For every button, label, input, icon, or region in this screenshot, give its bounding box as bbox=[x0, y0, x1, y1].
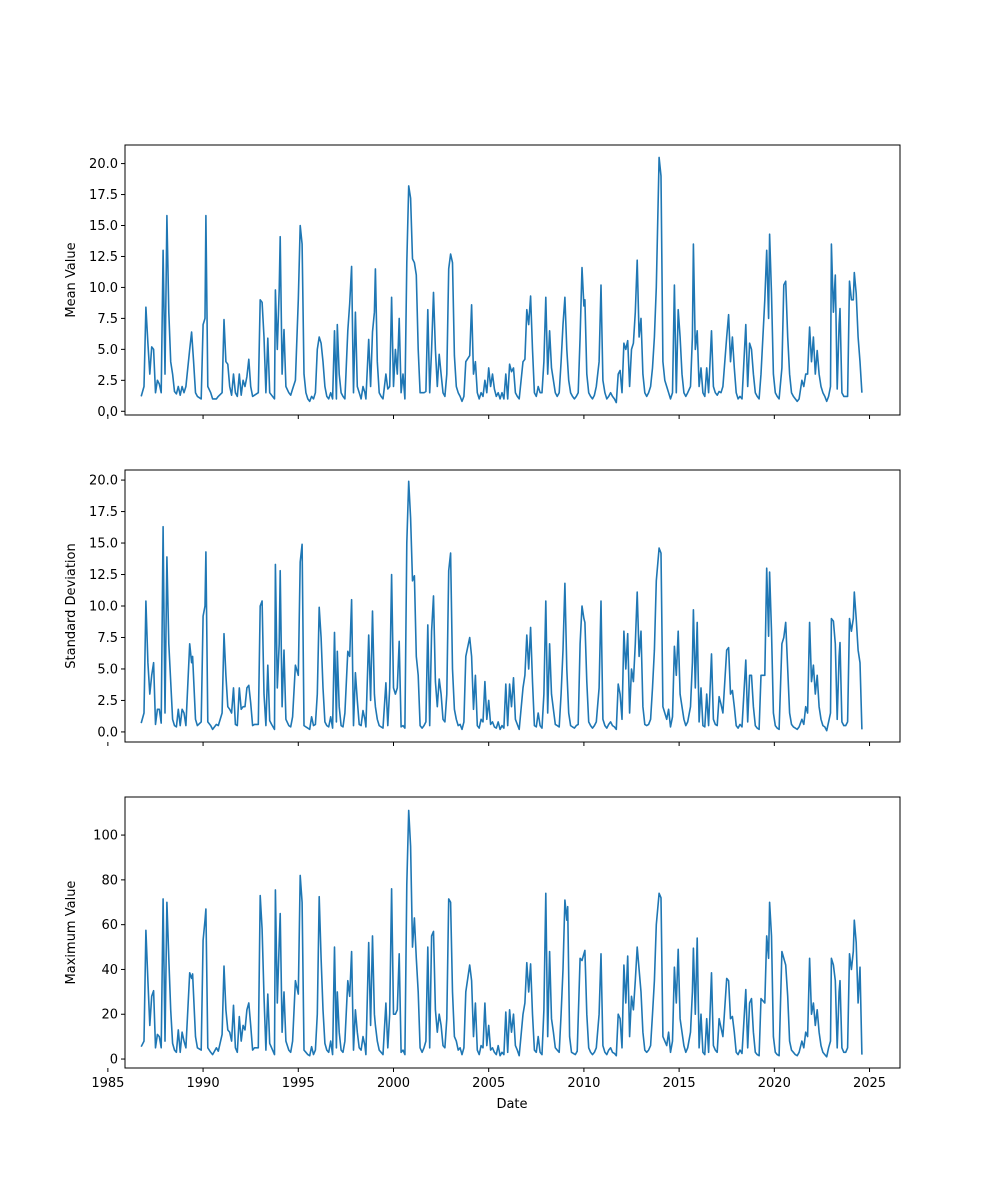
standard-deviation-y-tick-label: 5.0 bbox=[97, 662, 118, 677]
maximum-value-y-axis: 0 20 40 60 80 100 bbox=[93, 829, 125, 1068]
maximum-value-y-tick-label: 20 bbox=[101, 1008, 118, 1023]
mean-value-axes-frame bbox=[124, 144, 901, 416]
standard-deviation-panel: 0.0 2.5 5.0 7.5 10.0 12.5 15.0 17.5 20.0 Standar… bbox=[64, 469, 901, 746]
x-tick-label: 2015 bbox=[663, 1076, 696, 1091]
x-tick-label: 1995 bbox=[282, 1076, 315, 1091]
standard-deviation-x-axis bbox=[107, 742, 871, 746]
standard-deviation-y-tick-label: 2.5 bbox=[97, 694, 118, 709]
standard-deviation-y-axis: 0.0 2.5 5.0 7.5 10.0 12.5 15.0 17.5 20.0 bbox=[89, 474, 125, 740]
standard-deviation-y-tick-label: 0.0 bbox=[97, 725, 118, 740]
mean-value-panel: 0.0 2.5 5.0 7.5 10.0 12.5 15.0 17.5 20.0 Mean Va… bbox=[64, 144, 901, 420]
maximum-value-y-tick-label: 100 bbox=[93, 829, 118, 844]
mean-value-y-tick-label: 12.5 bbox=[89, 250, 118, 265]
mean-value-line bbox=[140, 156, 863, 404]
mean-value-y-tick-label: 17.5 bbox=[89, 188, 118, 203]
maximum-value-axes-frame bbox=[124, 796, 901, 1069]
standard-deviation-y-tick-label: 15.0 bbox=[89, 537, 118, 552]
standard-deviation-axes-frame bbox=[124, 469, 901, 743]
x-tick-label: 2020 bbox=[758, 1076, 791, 1091]
x-tick-label: 2025 bbox=[853, 1076, 886, 1091]
standard-deviation-y-tick-label: 10.0 bbox=[89, 600, 118, 615]
mean-value-y-tick-label: 20.0 bbox=[89, 157, 118, 172]
standard-deviation-y-tick-label: 17.5 bbox=[89, 505, 118, 520]
x-tick-label: 1985 bbox=[91, 1076, 124, 1091]
mean-value-y-tick-label: 0.0 bbox=[97, 405, 118, 420]
standard-deviation-y-tick-label: 12.5 bbox=[89, 568, 118, 583]
x-axis-label: Date bbox=[496, 1097, 527, 1112]
mean-value-y-tick-label: 7.5 bbox=[97, 312, 118, 327]
maximum-value-y-tick-label: 60 bbox=[101, 918, 118, 933]
mean-value-x-axis bbox=[107, 415, 871, 419]
standard-deviation-y-tick-label: 20.0 bbox=[89, 474, 118, 489]
mean-value-y-tick-label: 5.0 bbox=[97, 343, 118, 358]
standard-deviation-y-tick-label: 7.5 bbox=[97, 631, 118, 646]
mean-value-ylabel: Mean Value bbox=[64, 242, 79, 317]
mean-value-y-tick-label: 2.5 bbox=[97, 374, 118, 389]
maximum-value-ylabel: Maximum Value bbox=[64, 881, 79, 985]
x-tick-label: 1990 bbox=[187, 1076, 220, 1091]
mean-value-y-tick-label: 15.0 bbox=[89, 219, 118, 234]
mean-value-y-axis: 0.0 2.5 5.0 7.5 10.0 12.5 15.0 17.5 20.0 bbox=[89, 157, 125, 420]
standard-deviation-line bbox=[140, 480, 863, 732]
x-tick-label: 2010 bbox=[567, 1076, 600, 1091]
maximum-value-y-tick-label: 80 bbox=[101, 873, 118, 888]
standard-deviation-ylabel: Standard Deviation bbox=[64, 543, 79, 668]
mean-value-y-tick-label: 10.0 bbox=[89, 281, 118, 296]
maximum-value-x-axis: 1985 1990 1995 2000 2005 2010 2015 2020 2025 bbox=[91, 1068, 886, 1091]
maximum-value-panel: 0 20 40 60 80 100 1985 1990 1995 2000 2005 2010 201… bbox=[64, 796, 901, 1091]
x-tick-label: 2000 bbox=[377, 1076, 410, 1091]
x-tick-label: 2005 bbox=[472, 1076, 505, 1091]
maximum-value-y-tick-label: 40 bbox=[101, 963, 118, 978]
maximum-value-line bbox=[140, 809, 863, 1058]
maximum-value-y-tick-label: 0 bbox=[110, 1053, 118, 1068]
